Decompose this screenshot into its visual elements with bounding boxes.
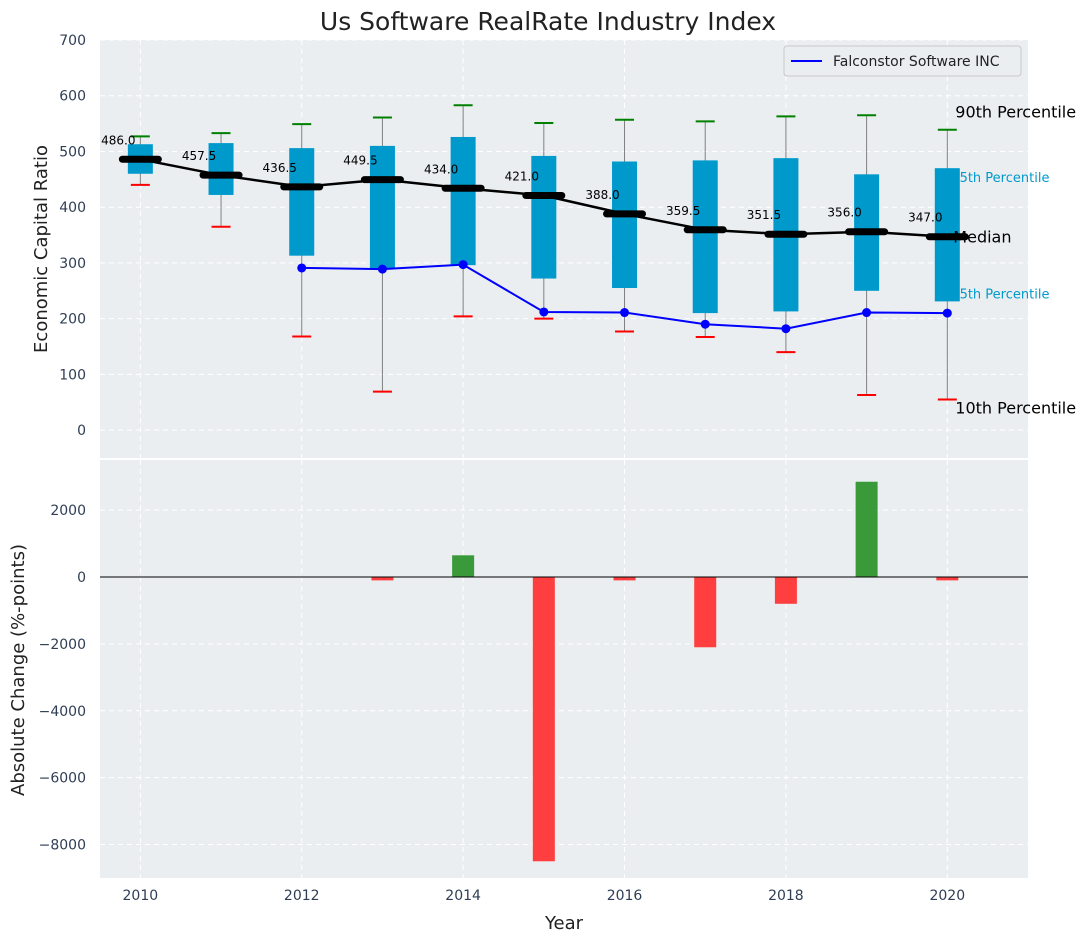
- change-bar-2019: [855, 481, 878, 578]
- median-value-label-2016: 388.0: [585, 188, 619, 202]
- change-bar-2016: [613, 577, 636, 581]
- legend: Falconstor Software INC: [783, 45, 1022, 77]
- median-value-label-2011: 457.5: [182, 149, 216, 163]
- x-axis-label: Year: [544, 913, 584, 934]
- bottom-plot-background: [100, 460, 1028, 878]
- iqr-box-2011: [208, 143, 234, 195]
- company-point-2016: [620, 308, 630, 318]
- change-bar-2014: [452, 555, 475, 578]
- bottom-y-tick-label: −2000: [39, 637, 86, 653]
- median-value-label-2017: 359.5: [666, 204, 700, 218]
- company-point-2013: [377, 264, 387, 274]
- annotation-p90: 90th Percentile: [955, 103, 1076, 122]
- top-y-tick-label: 500: [59, 144, 86, 160]
- legend-box: [783, 45, 1022, 77]
- median-value-label-2020: 347.0: [908, 211, 942, 225]
- percentile-annotations: 90th Percentile 75th Percentile Median 25th…: [951, 103, 1076, 418]
- top-y-tick-label: 700: [59, 33, 86, 49]
- iqr-box-2015: [531, 155, 557, 279]
- top-y-tick-label: 600: [59, 89, 86, 105]
- median-value-label-2019: 356.0: [827, 206, 861, 220]
- iqr-box-2014: [450, 136, 476, 266]
- median-value-label-2014: 434.0: [424, 162, 458, 176]
- change-bar-2020: [936, 577, 959, 581]
- legend-label-company: Falconstor Software INC: [833, 54, 1000, 70]
- company-point-2012: [297, 263, 307, 273]
- iqr-box-2013: [369, 145, 395, 269]
- company-point-2015: [539, 307, 549, 317]
- top-y-axis-label: Economic Capital Ratio: [31, 145, 52, 353]
- change-bar-2018: [774, 577, 797, 604]
- caps: [130, 104, 957, 401]
- annotation-p25: 25th Percentile: [951, 287, 1049, 302]
- iqr-box-2017: [692, 160, 718, 314]
- top-y-tick-label: 0: [77, 423, 86, 439]
- x-tick-label: 2016: [607, 888, 643, 904]
- iqr-box-2012: [289, 148, 315, 256]
- change-bar-2013: [371, 577, 394, 581]
- annotation-p10: 10th Percentile: [955, 398, 1076, 417]
- bottom-y-tick-label: −6000: [39, 771, 86, 787]
- bottom-y-tick-label: 2000: [50, 503, 86, 519]
- top-plot-background: [100, 40, 1028, 458]
- bottom-y-axis-label: Absolute Change (%-points): [8, 544, 29, 796]
- x-tick-label: 2010: [123, 888, 159, 904]
- company-point-2019: [862, 308, 872, 318]
- median-labels: 486.0 457.5 436.5 449.5 434.0 421.0 388.0 359.5…: [101, 133, 942, 224]
- median-value-label-2010: 486.0: [101, 133, 135, 147]
- change-bar-2017: [694, 577, 717, 648]
- median-value-label-2012: 436.5: [263, 161, 297, 175]
- median-value-label-2013: 449.5: [343, 154, 377, 168]
- x-tick-label: 2018: [768, 888, 804, 904]
- annotation-median: Median: [953, 228, 1011, 247]
- bottom-grid: [100, 460, 1028, 878]
- top-y-tick-label: 300: [59, 256, 86, 272]
- company-point-2020: [942, 308, 952, 318]
- company-line: [297, 260, 952, 334]
- top-panel: 0 100 200 300 400 500 600 700 486.0 457.5 436.5 44…: [31, 7, 1076, 458]
- company-point-2018: [781, 324, 791, 334]
- change-bars: [371, 481, 959, 862]
- median-value-label-2018: 351.5: [747, 208, 781, 222]
- bottom-y-tick-label: −8000: [39, 838, 86, 854]
- bottom-y-tick-label: −4000: [39, 704, 86, 720]
- company-point-2014: [458, 260, 468, 270]
- x-tick-label: 2020: [929, 888, 965, 904]
- bottom-y-ticks: −8000 −6000 −4000 −2000 0 2000: [39, 503, 86, 853]
- median-value-label-2015: 421.0: [505, 169, 539, 183]
- boxes: [127, 136, 960, 314]
- annotation-p75: 75th Percentile: [951, 171, 1049, 186]
- x-tick-label: 2012: [284, 888, 320, 904]
- change-bar-2015: [532, 577, 555, 862]
- x-tick-label: 2014: [445, 888, 481, 904]
- top-y-tick-label: 200: [59, 312, 86, 328]
- bottom-y-tick-label: 0: [77, 570, 86, 586]
- median-trend-line: [140, 158, 948, 238]
- top-y-ticks: 0 100 200 300 400 500 600 700: [59, 33, 86, 439]
- top-y-tick-label: 100: [59, 367, 86, 383]
- iqr-box-2016: [612, 161, 638, 289]
- x-ticks: 2010 2012 2014 2016 2018 2020: [123, 888, 966, 904]
- company-point-2017: [700, 319, 710, 329]
- top-y-tick-label: 400: [59, 200, 86, 216]
- median-line: [118, 155, 969, 241]
- chart-title: Us Software RealRate Industry Index: [320, 7, 776, 36]
